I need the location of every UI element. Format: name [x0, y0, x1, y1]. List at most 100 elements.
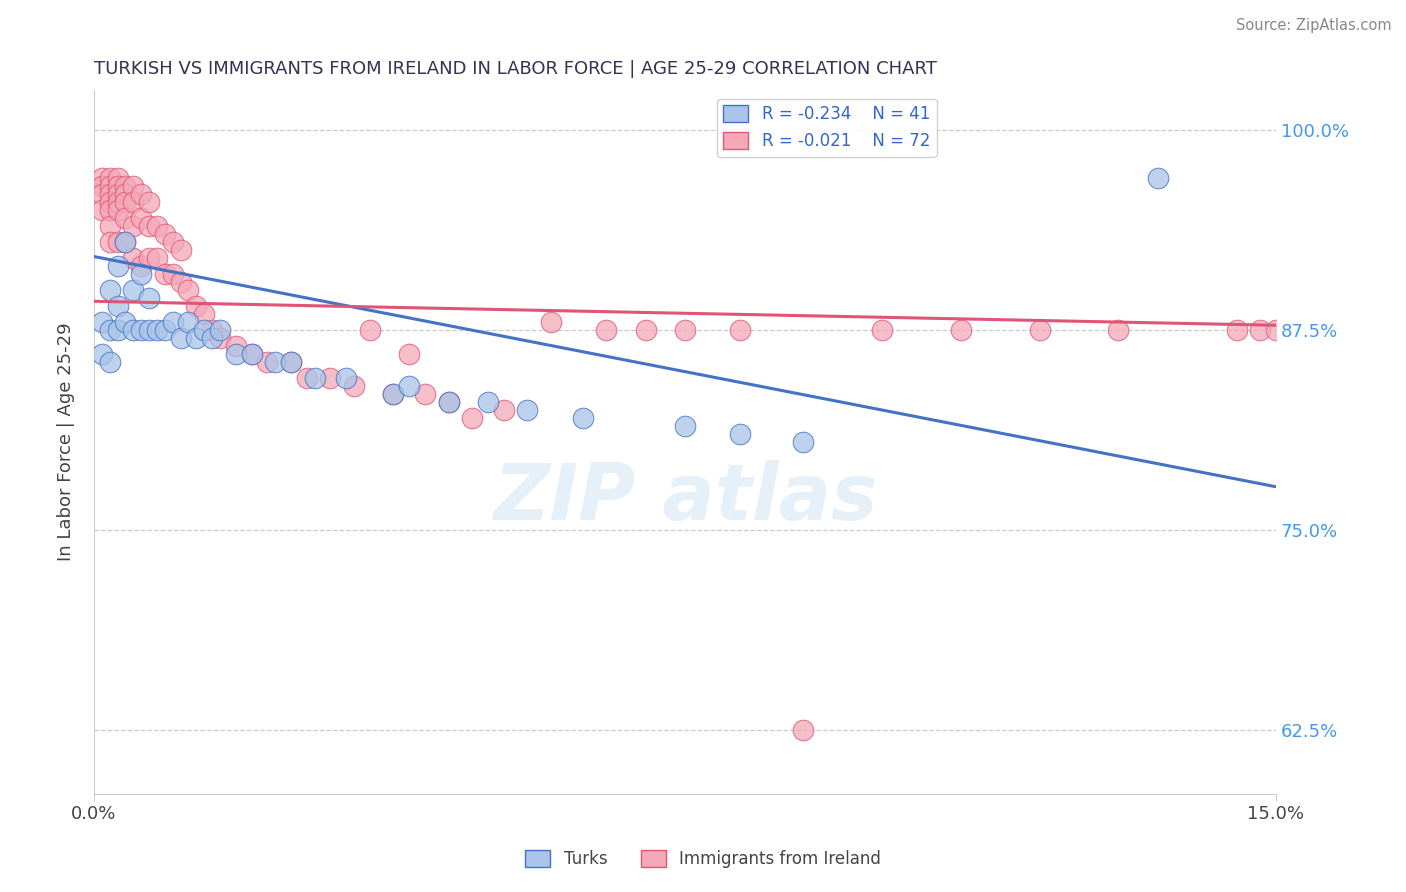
Point: [122, 195, 145, 210]
Point: [114, 235, 136, 249]
Point: [256, 355, 278, 369]
Point: [949, 323, 972, 337]
Point: [138, 291, 160, 305]
Point: [107, 187, 129, 202]
Point: [153, 323, 176, 337]
Point: [107, 299, 129, 313]
Point: [90, 347, 112, 361]
Point: [792, 723, 814, 737]
Point: [186, 299, 208, 313]
Point: [114, 235, 136, 249]
Point: [571, 411, 593, 425]
Text: TURKISH VS IMMIGRANTS FROM IRELAND IN LABOR FORCE | AGE 25-29 CORRELATION CHART: TURKISH VS IMMIGRANTS FROM IRELAND IN LA…: [94, 60, 936, 78]
Point: [138, 323, 160, 337]
Point: [162, 267, 184, 281]
Point: [114, 187, 136, 202]
Point: [129, 259, 152, 273]
Point: [98, 195, 121, 210]
Point: [153, 267, 176, 281]
Text: Source: ZipAtlas.com: Source: ZipAtlas.com: [1236, 18, 1392, 33]
Point: [295, 371, 318, 385]
Point: [98, 323, 121, 337]
Point: [319, 371, 342, 385]
Point: [146, 219, 169, 234]
Point: [280, 355, 302, 369]
Point: [98, 235, 121, 249]
Point: [540, 315, 562, 329]
Point: [107, 179, 129, 194]
Point: [107, 171, 129, 186]
Point: [90, 187, 112, 202]
Point: [382, 387, 405, 401]
Point: [122, 179, 145, 194]
Point: [398, 347, 420, 361]
Point: [169, 331, 191, 345]
Point: [201, 323, 224, 337]
Point: [129, 211, 152, 226]
Point: [595, 323, 617, 337]
Point: [114, 211, 136, 226]
Point: [138, 219, 160, 234]
Y-axis label: In Labor Force | Age 25-29: In Labor Force | Age 25-29: [58, 323, 75, 561]
Point: [90, 171, 112, 186]
Point: [728, 323, 751, 337]
Point: [1146, 171, 1168, 186]
Point: [107, 203, 129, 218]
Point: [728, 427, 751, 442]
Point: [90, 203, 112, 218]
Point: [122, 323, 145, 337]
Point: [90, 315, 112, 329]
Point: [162, 235, 184, 249]
Point: [240, 347, 263, 361]
Point: [335, 371, 357, 385]
Point: [1225, 323, 1247, 337]
Point: [673, 419, 696, 434]
Point: [122, 219, 145, 234]
Point: [359, 323, 381, 337]
Point: [201, 331, 224, 345]
Point: [413, 387, 436, 401]
Point: [225, 347, 247, 361]
Point: [516, 403, 538, 417]
Point: [461, 411, 484, 425]
Point: [398, 379, 420, 393]
Point: [240, 347, 263, 361]
Point: [107, 259, 129, 273]
Point: [153, 227, 176, 241]
Text: ZIP atlas: ZIP atlas: [492, 460, 877, 536]
Point: [129, 267, 152, 281]
Point: [114, 179, 136, 194]
Point: [129, 187, 152, 202]
Point: [107, 195, 129, 210]
Point: [343, 379, 366, 393]
Point: [477, 395, 499, 409]
Point: [98, 283, 121, 297]
Legend: R = -0.234    N = 41, R = -0.021    N = 72: R = -0.234 N = 41, R = -0.021 N = 72: [717, 99, 936, 157]
Point: [122, 283, 145, 297]
Point: [225, 339, 247, 353]
Point: [193, 307, 215, 321]
Point: [177, 315, 200, 329]
Point: [98, 355, 121, 369]
Point: [673, 323, 696, 337]
Point: [107, 323, 129, 337]
Point: [437, 395, 460, 409]
Point: [177, 283, 200, 297]
Point: [1107, 323, 1129, 337]
Point: [146, 323, 169, 337]
Point: [634, 323, 657, 337]
Point: [122, 251, 145, 265]
Point: [304, 371, 326, 385]
Point: [1249, 323, 1271, 337]
Point: [114, 315, 136, 329]
Point: [382, 387, 405, 401]
Point: [146, 251, 169, 265]
Point: [280, 355, 302, 369]
Point: [186, 331, 208, 345]
Point: [870, 323, 893, 337]
Point: [1265, 323, 1288, 337]
Point: [138, 251, 160, 265]
Point: [114, 195, 136, 210]
Point: [437, 395, 460, 409]
Point: [162, 315, 184, 329]
